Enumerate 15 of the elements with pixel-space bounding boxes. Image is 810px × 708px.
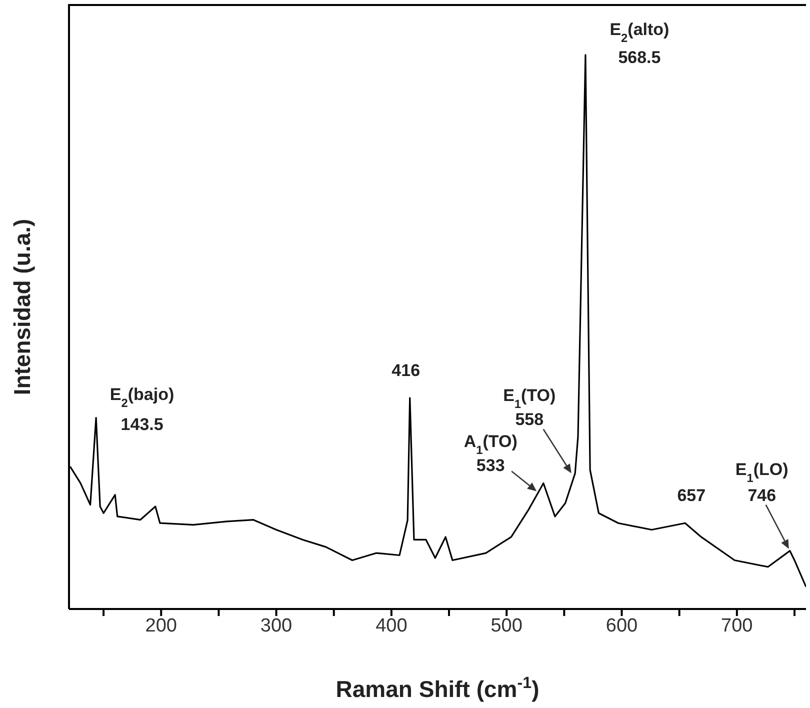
annotation: E$_{2}$(bajo) 143.5: [110, 384, 174, 434]
x-tick-label: 500: [490, 615, 522, 636]
annotation: E$_{2}$(alto) 568.5: [610, 20, 670, 67]
x-tick-label: 600: [606, 615, 638, 636]
x-tick-label: 700: [721, 615, 753, 636]
x-axis-title: Raman Shift (cm$^{-1}$): [336, 674, 540, 702]
annotation: 657: [677, 486, 706, 506]
annotation: E$_{1}$(TO) 558: [503, 386, 556, 430]
x-tick-label: 300: [260, 615, 292, 636]
x-tick-label: 200: [145, 615, 177, 636]
annotation: E$_{1}$(LO) 746: [735, 460, 788, 505]
y-axis-title: Intensidad (u.a.): [9, 218, 35, 396]
annotation: 416: [392, 360, 420, 380]
annotation: A$_{1}$(TO) 533: [464, 432, 518, 476]
x-tick-label: 400: [376, 615, 408, 636]
